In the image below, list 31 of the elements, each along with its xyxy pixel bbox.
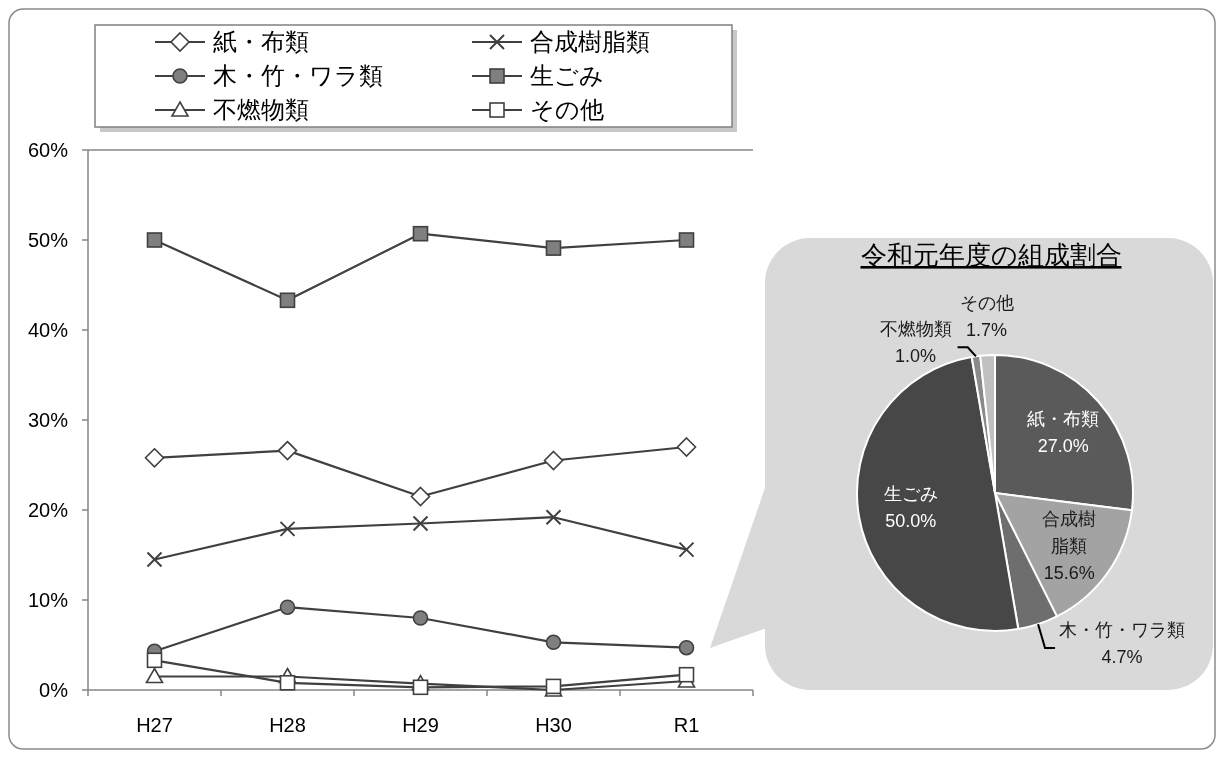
x-tick-label: H28 xyxy=(269,714,306,736)
y-tick-label: 20% xyxy=(27,499,69,521)
data-label: 27.0% xyxy=(1037,436,1089,457)
data-label: 1.7% xyxy=(966,319,1008,340)
slice-label: 不燃物類 xyxy=(879,318,952,339)
legend-label: 生ごみ xyxy=(530,62,604,89)
slice-label: その他 xyxy=(959,292,1014,313)
slice-label: 生ごみ xyxy=(883,483,938,504)
data-label: 15.6% xyxy=(1043,562,1095,583)
y-tick-label: 10% xyxy=(27,589,69,611)
x-tick-label: H30 xyxy=(535,714,572,736)
data-label: 50.0% xyxy=(885,510,937,531)
x-tick-label: R1 xyxy=(673,714,700,736)
slice-label: 木・竹・ワラ類 xyxy=(1059,619,1186,640)
x-tick-label: H29 xyxy=(402,714,439,736)
y-tick-label: 0% xyxy=(39,679,69,701)
data-label: 4.7% xyxy=(1101,646,1143,667)
legend-label: 木・竹・ワラ類 xyxy=(213,62,383,89)
legend-label: 不燃物類 xyxy=(213,96,309,123)
y-tick-label: 50% xyxy=(27,229,69,251)
data-label: 1.0% xyxy=(895,345,937,366)
y-tick-label: 30% xyxy=(27,409,69,431)
legend-label: 紙・布類 xyxy=(213,28,309,55)
slice-label: 紙・布類 xyxy=(1027,409,1100,430)
y-tick-label: 40% xyxy=(27,319,69,341)
chart-title: 令和元年度の組成割合 xyxy=(860,240,1122,270)
x-tick-label: H27 xyxy=(136,714,173,736)
y-tick-label: 60% xyxy=(27,139,69,161)
legend-label: 合成樹脂類 xyxy=(530,28,650,55)
legend-label: その他 xyxy=(530,96,604,123)
slice-label: 合成樹脂類 xyxy=(1042,508,1097,556)
